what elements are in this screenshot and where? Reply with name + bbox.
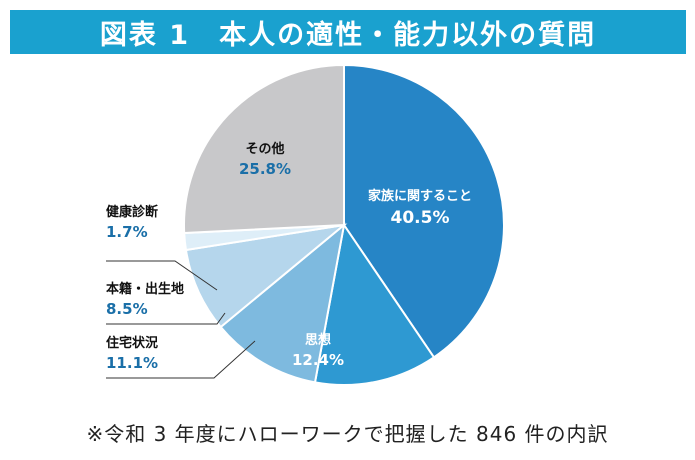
slice-label-住宅状況: 住宅状況 (106, 335, 158, 351)
slice-value-住宅状況: 11.1% (106, 354, 158, 372)
slice-label-思想: 思想 (305, 332, 331, 348)
pie-slice-本籍・出生地 (184, 223, 348, 329)
slice-value-健康診断: 1.7% (106, 223, 148, 241)
slice-value-本籍・出生地: 8.5% (106, 300, 148, 318)
slice-value-思想: 12.4% (292, 351, 344, 369)
pie-slice-その他 (183, 63, 345, 235)
slice-label-本籍・出生地: 本籍・出生地 (106, 281, 184, 297)
footnote: ※令和 3 年度にハローワークで把握した 846 件の内訳 (86, 422, 609, 446)
chart-title: 図表 1 本人の適性・能力以外の質問 (10, 10, 686, 54)
slice-value-その他: 25.8% (239, 160, 291, 178)
leader-line-本籍・出生地 (106, 312, 226, 325)
pie-slice-住宅状況 (219, 222, 346, 384)
leader-line-健康診断 (106, 260, 218, 291)
pie-slice-家族に関すること (343, 63, 505, 359)
slice-label-家族に関すること: 家族に関すること (368, 188, 472, 204)
pie-slice-思想 (313, 222, 436, 386)
slice-label-その他: その他 (245, 141, 284, 157)
slice-label-健康診断: 健康診断 (106, 204, 158, 220)
leader-line-住宅状況 (106, 340, 256, 379)
slice-value-家族に関すること: 40.5% (391, 208, 450, 228)
